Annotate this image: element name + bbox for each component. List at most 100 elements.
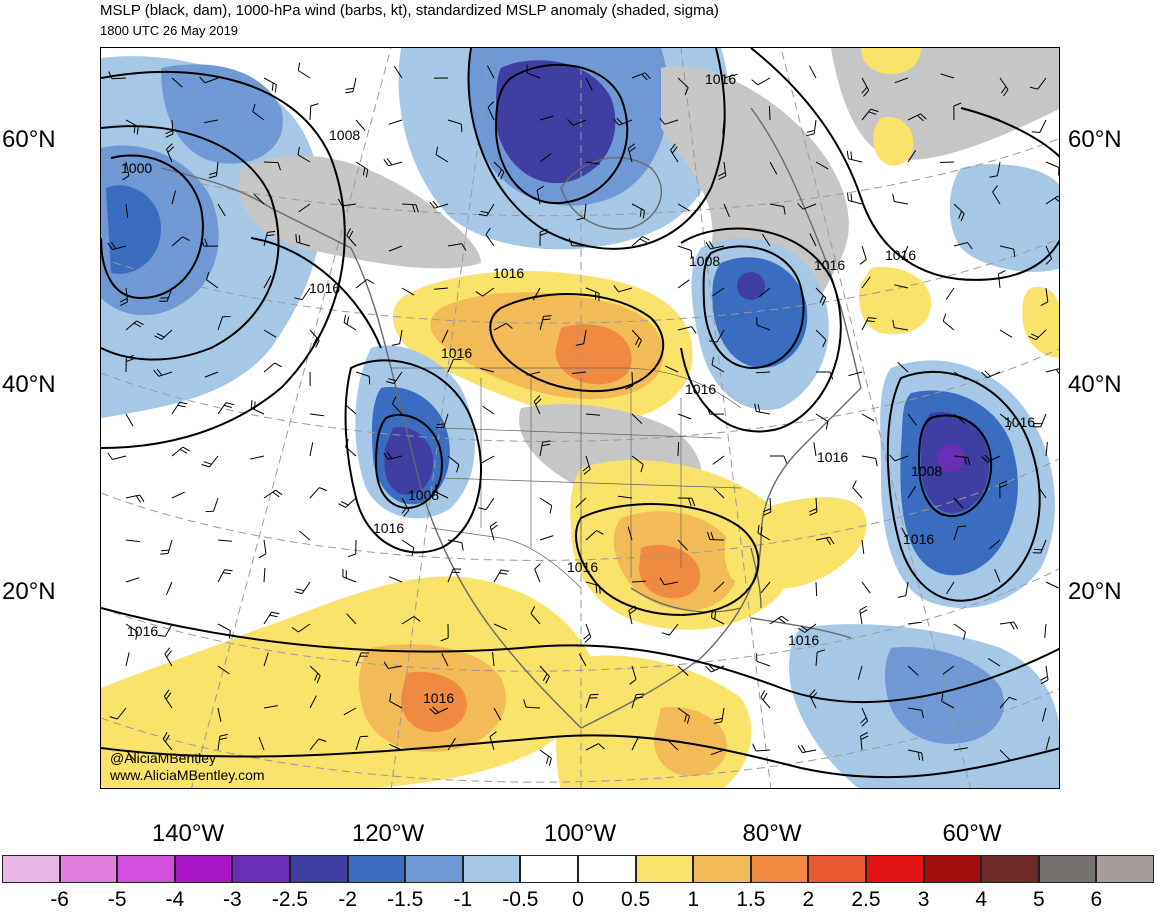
wind-barb xyxy=(813,442,817,457)
wind-barb xyxy=(533,401,541,415)
wind-barb-flag xyxy=(386,158,393,166)
wind-barb-flag xyxy=(718,171,726,177)
wind-barb xyxy=(942,665,955,675)
wind-barb-flag xyxy=(625,385,633,390)
wind-barb-flag xyxy=(999,484,1008,488)
wind-barb xyxy=(945,287,955,300)
wind-barb-flag xyxy=(859,605,868,611)
wind-barb xyxy=(861,413,875,422)
wind-barb xyxy=(352,77,357,92)
wind-barb xyxy=(677,279,690,289)
wind-barb xyxy=(447,539,462,544)
wind-barb-flag xyxy=(861,720,868,727)
wind-barb-flag xyxy=(429,708,436,715)
wind-barb xyxy=(815,413,829,422)
wind-barb xyxy=(631,203,645,211)
wind-barb xyxy=(116,707,127,720)
colorbar-swatch xyxy=(1038,855,1097,883)
wind-barb-flag xyxy=(252,103,256,112)
wind-barb xyxy=(162,738,173,751)
coastline-labrador xyxy=(750,107,862,389)
colorbar-swatch xyxy=(232,855,290,883)
wind-barb-flag xyxy=(763,511,772,516)
wind-barb-flag xyxy=(1040,301,1049,307)
wind-barb-flag xyxy=(1040,675,1048,681)
wind-barb-flag xyxy=(829,371,834,380)
wind-barb xyxy=(669,623,679,636)
wind-barb xyxy=(393,371,403,384)
wind-barb xyxy=(664,119,679,125)
wind-barb xyxy=(435,154,449,163)
wind-barb-flag xyxy=(162,731,168,740)
wind-barb xyxy=(723,73,738,79)
wind-barb-flag xyxy=(272,491,280,498)
wind-barb-flag xyxy=(850,151,853,160)
wind-barb-flag xyxy=(475,291,483,297)
wind-barb xyxy=(670,149,679,163)
wind-barb-flag xyxy=(165,130,173,135)
wind-barb xyxy=(760,581,771,594)
wind-barb xyxy=(485,234,495,247)
wind-barb xyxy=(907,150,917,163)
wind-barb xyxy=(859,610,863,625)
wind-barb-flag xyxy=(691,326,697,334)
anomaly-region-caribbean-high-core xyxy=(653,707,727,777)
wind-barb-flag xyxy=(714,717,723,721)
wind-barb xyxy=(171,402,181,415)
wind-barb-flag xyxy=(613,285,619,293)
isobar-label: 1016 xyxy=(493,265,524,281)
wind-barb xyxy=(125,119,139,128)
colorbar-tick-label: 0 xyxy=(572,888,584,911)
wind-barb-flag xyxy=(338,503,346,508)
wind-barb xyxy=(894,455,909,462)
wind-barb xyxy=(251,407,265,415)
wind-barb xyxy=(631,737,639,751)
wind-barb xyxy=(526,371,541,376)
colorbar-tick-label: -3 xyxy=(223,888,242,911)
colorbar-swatch xyxy=(1096,855,1154,883)
wind-barb xyxy=(987,455,1001,463)
wind-barb xyxy=(171,236,183,247)
wind-barb xyxy=(1045,665,1049,680)
anomaly-region-southeast-high-center xyxy=(639,544,701,599)
wind-barb xyxy=(953,242,968,247)
wind-barb xyxy=(1035,329,1047,341)
wind-barb-flag xyxy=(182,236,190,242)
wind-barb-flag xyxy=(164,734,170,743)
wind-barb-flag xyxy=(274,84,277,93)
isobar-1000-pacific xyxy=(101,154,204,300)
wind-barb xyxy=(125,652,130,667)
wind-barb-flag xyxy=(713,721,722,724)
wind-barb-flag xyxy=(365,169,369,178)
wind-barb-flag xyxy=(846,150,849,159)
wind-barb xyxy=(401,497,410,511)
meridian-140w xyxy=(191,48,392,788)
wind-barb xyxy=(443,413,449,428)
wind-barb xyxy=(628,610,633,625)
colorbar-swatch xyxy=(59,855,118,883)
wind-barb xyxy=(167,539,173,554)
colorbar-tick-label: -1.5 xyxy=(387,888,424,911)
wind-barb-flag xyxy=(892,319,895,328)
wind-barb xyxy=(998,274,1001,289)
wind-barb-flag xyxy=(166,650,172,658)
wind-barb-flag xyxy=(204,238,208,247)
wind-barb xyxy=(171,446,184,457)
wind-barb xyxy=(999,413,1012,423)
anomaly-region-greatlakes-low-center xyxy=(737,272,765,300)
isobar-label: 1016 xyxy=(814,257,845,273)
lat-label-60n-left: 60°N xyxy=(2,126,56,153)
wind-barb-flag xyxy=(596,530,604,535)
wind-barb-flag xyxy=(156,368,163,376)
wind-barb xyxy=(585,455,591,470)
wind-barb xyxy=(860,736,863,751)
wind-barb-flag xyxy=(366,278,375,284)
wind-barb xyxy=(447,358,454,373)
wind-barb xyxy=(631,580,647,583)
wind-barb-flag xyxy=(595,584,598,593)
wind-barb-flag xyxy=(348,230,354,239)
wind-barb-flag xyxy=(684,87,689,96)
parallel-40n xyxy=(101,348,1059,442)
isobar-label: 1016 xyxy=(309,280,340,296)
wind-barb xyxy=(539,749,552,759)
